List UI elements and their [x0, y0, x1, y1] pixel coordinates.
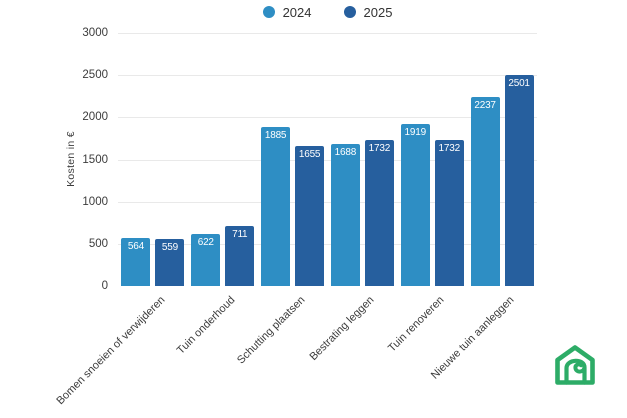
bar-2024: 1688	[330, 143, 360, 286]
bar-2024: 2237	[470, 97, 500, 286]
legend-label: 2025	[363, 4, 393, 20]
brand-logo-house-icon	[555, 345, 595, 385]
x-category-label: Nieuwe tuin aanleggen	[428, 294, 517, 382]
y-tick-label: 500	[88, 237, 108, 250]
legend-item-2024: 2024	[262, 4, 312, 20]
bar-2024: 1885	[261, 127, 291, 286]
gridline	[118, 33, 537, 34]
bar-value-label: 622	[197, 236, 214, 248]
legend-item-2025: 2025	[343, 4, 393, 20]
bar-2025: 1732	[364, 139, 394, 286]
bar-value-label: 2237	[474, 100, 496, 112]
x-category-label: Bestrating leggen	[307, 294, 377, 364]
gridline	[118, 159, 537, 161]
x-category-label: Tuin onderhoud	[174, 294, 238, 357]
bar-2025: 711	[225, 226, 255, 286]
plot-area: 564 559 622 711 1885 1655 1688 1732 1919 1732 2237…	[118, 33, 537, 286]
bar-value-label: 559	[161, 241, 178, 253]
bar-value-label: 2501	[508, 78, 530, 90]
bar-value-label: 1885	[264, 130, 287, 142]
bar-2025: 1655	[295, 146, 325, 286]
bar-value-label: 1688	[334, 146, 357, 158]
bar-value-label: 1732	[438, 142, 461, 154]
logo-curl-hook	[573, 362, 587, 374]
gridline	[118, 117, 537, 119]
bar-2025: 2501	[504, 75, 534, 286]
bar-2024: 1919	[400, 124, 430, 286]
y-tick-label: 0	[101, 280, 108, 292]
y-tick-label: 2000	[82, 111, 108, 124]
house-outline	[555, 345, 595, 385]
legend-dot-2024	[262, 6, 275, 18]
bar-2024: 622	[191, 233, 221, 286]
legend-dot-2025	[343, 6, 356, 18]
gridline	[118, 75, 537, 77]
bar-value-label: 1655	[298, 149, 321, 161]
x-category-label: Schutting plaatsen	[234, 294, 308, 367]
y-tick-label: 2500	[82, 69, 108, 82]
gridline	[118, 201, 537, 203]
chart-legend: 2024 2025	[118, 3, 537, 21]
bar-value-label: 564	[127, 241, 144, 253]
bar-value-label: 711	[232, 229, 248, 241]
bar-value-label: 1732	[368, 142, 391, 154]
y-tick-label: 1000	[82, 195, 108, 208]
gridline	[118, 243, 537, 245]
bar-2025: 1732	[434, 139, 464, 286]
bar-2025: 559	[155, 238, 185, 286]
legend-label: 2024	[282, 4, 312, 20]
bar-value-label: 1919	[404, 127, 427, 139]
y-tick-label: 3000	[82, 27, 108, 39]
y-tick-label: 1500	[82, 153, 108, 166]
x-category-label: Bomen snoeien of verwijderen	[54, 294, 168, 408]
bar-2024: 564	[121, 238, 151, 286]
x-category-label: Tuin renoveren	[386, 294, 447, 355]
